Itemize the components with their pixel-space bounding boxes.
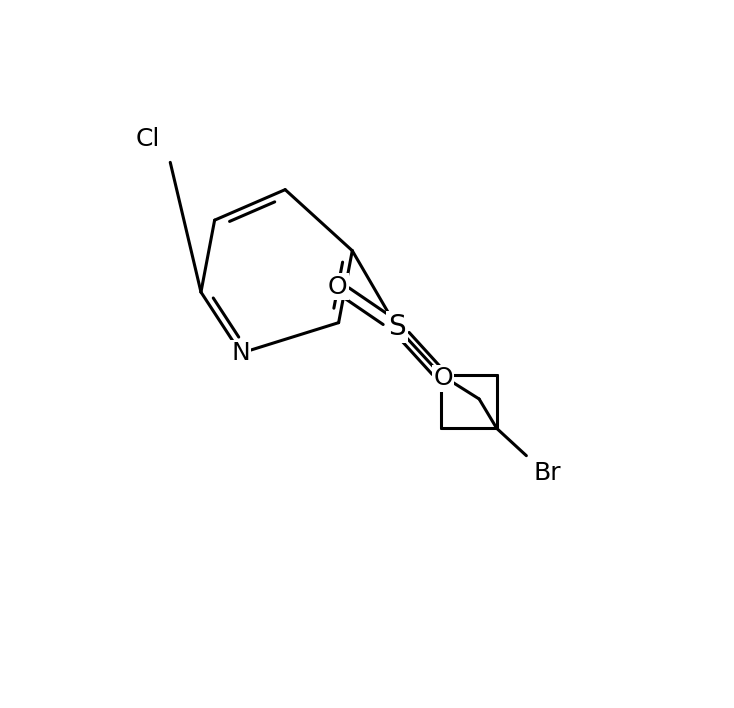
Text: S: S [388, 313, 405, 341]
Text: Br: Br [533, 461, 561, 485]
Text: O: O [327, 275, 347, 299]
Text: O: O [434, 366, 453, 390]
Text: N: N [231, 341, 250, 365]
Text: Cl: Cl [135, 127, 160, 152]
